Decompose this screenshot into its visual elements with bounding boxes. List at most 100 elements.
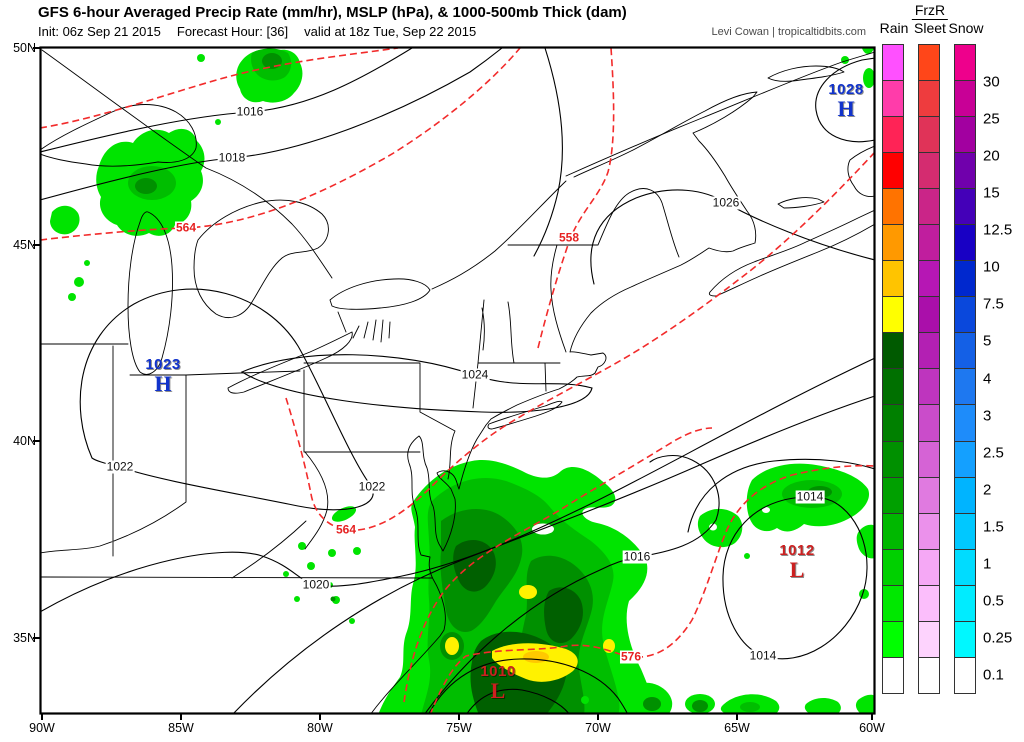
lat-axis-label: 40N [13, 434, 36, 448]
legend-scale-value: 0.25 [983, 629, 1013, 647]
legend-color-segment [882, 404, 904, 442]
legend-color-segment [954, 332, 976, 370]
isobar-label: 1014 [748, 648, 778, 663]
legend-color-segment [918, 224, 940, 262]
legend-scale-value: 2 [983, 481, 992, 499]
legend-color-segment [918, 260, 940, 298]
legend-color-segment [954, 188, 976, 226]
legend-color-segment [882, 224, 904, 262]
isobar-label: 1022 [357, 479, 387, 494]
legend-color-segment [918, 296, 940, 334]
legend-scale-value: 0.1 [983, 666, 1004, 684]
isobar-label: 1026 [711, 195, 741, 210]
legend-color-segment [954, 404, 976, 442]
lon-axis-label: 70W [585, 721, 611, 735]
legend-color-segment [882, 512, 904, 550]
legend-color-segment [918, 116, 940, 154]
legend-color-segment [882, 548, 904, 586]
pressure-letter: H [154, 371, 172, 396]
thickness-label: 564 [174, 220, 198, 235]
legend-bar-sleet [918, 44, 940, 694]
legend-color-segment [918, 188, 940, 226]
legend-scale-value: 3 [983, 407, 992, 425]
legend-scale-value: 5 [983, 332, 992, 350]
lake-erie [227, 331, 353, 394]
pressure-value: 1023 [145, 356, 181, 373]
map-frame [39, 46, 876, 715]
cape-breton [847, 145, 874, 197]
pressure-center-l1012: 1012 L [779, 543, 814, 581]
thickness-label: 558 [557, 230, 581, 245]
pressure-letter: L [490, 678, 506, 703]
legend-header-rain: Rain [879, 20, 909, 36]
lat-tick [33, 440, 40, 442]
legend-color-segment [954, 368, 976, 406]
lat-axis-label: 45N [13, 238, 36, 252]
lon-tick [319, 713, 321, 720]
legend-scale-value: 1.5 [983, 518, 1004, 536]
legend-color-segment [882, 476, 904, 514]
legend-bar-snow [954, 44, 976, 694]
legend-color-segment [918, 44, 940, 82]
lat-axis-label: 50N [13, 41, 36, 55]
lon-tick [871, 713, 873, 720]
legend-color-segment [918, 656, 940, 694]
lon-tick [180, 713, 182, 720]
lon-axis-label: 75W [446, 721, 472, 735]
legend-color-segment [882, 656, 904, 694]
lon-tick [41, 713, 43, 720]
legend-color-segment [918, 476, 940, 514]
us-canada-border [41, 49, 680, 333]
forecast-info-line: Init: 06z Sep 21 2015 Forecast Hour: [36]… [38, 24, 492, 39]
legend-color-segment [882, 260, 904, 298]
legend-color-segment [918, 368, 940, 406]
legend-scale-value: 15 [983, 184, 1000, 202]
precip-layer [50, 48, 874, 713]
legend-color-segment [882, 188, 904, 226]
legend-color-segment [882, 440, 904, 478]
pressure-center-h1028: 1028 H [828, 82, 863, 120]
legend-scale-value: 12.5 [983, 221, 1013, 239]
lon-axis-label: 85W [168, 721, 194, 735]
legend-color-segment [954, 620, 976, 658]
lake-huron [193, 199, 329, 318]
legend-header-snow: Snow [948, 20, 984, 36]
legend-header-frzr: FrzR [911, 2, 949, 20]
lon-axis-label: 60W [859, 721, 885, 735]
legend-scale-value: 7.5 [983, 295, 1004, 313]
lon-tick [458, 713, 460, 720]
legend-header-sleet: Sleet [914, 20, 946, 36]
pressure-value: 1010 [480, 663, 516, 680]
isobar-label: 1024 [460, 367, 490, 382]
legend-color-segment [918, 512, 940, 550]
legend-color-segment [918, 548, 940, 586]
isobar-label: 1016 [235, 104, 265, 119]
lat-tick [33, 47, 40, 49]
legend-color-segment [918, 152, 940, 190]
page-title: GFS 6-hour Averaged Precip Rate (mm/hr),… [38, 4, 627, 21]
pressure-value: 1028 [828, 81, 864, 98]
lake-ontario [329, 278, 431, 310]
legend-color-segment [954, 440, 976, 478]
legend-color-segment [918, 404, 940, 442]
legend-color-segment [882, 80, 904, 118]
pressure-value: 1012 [779, 542, 815, 559]
legend-color-segment [882, 620, 904, 658]
legend-color-segment [918, 620, 940, 658]
legend-color-segment [954, 152, 976, 190]
lake-superior [41, 104, 197, 167]
legend-color-segment [954, 116, 976, 154]
legend-scale-value: 20 [983, 147, 1000, 165]
finger-lakes [352, 319, 391, 343]
legend-color-segment [954, 296, 976, 334]
legend-scale-value: 4 [983, 370, 992, 387]
pressure-letter: L [789, 557, 805, 582]
pressure-center-l1010: 1010 L [480, 664, 515, 702]
lon-axis-label: 65W [724, 721, 750, 735]
lat-axis-label: 35N [13, 631, 36, 645]
prince-edward-island [777, 197, 825, 209]
valid-time: valid at 18z Tue, Sep 22 2015 [304, 24, 477, 39]
legend-color-segment [954, 224, 976, 262]
thickness-label: 576 [619, 649, 643, 664]
